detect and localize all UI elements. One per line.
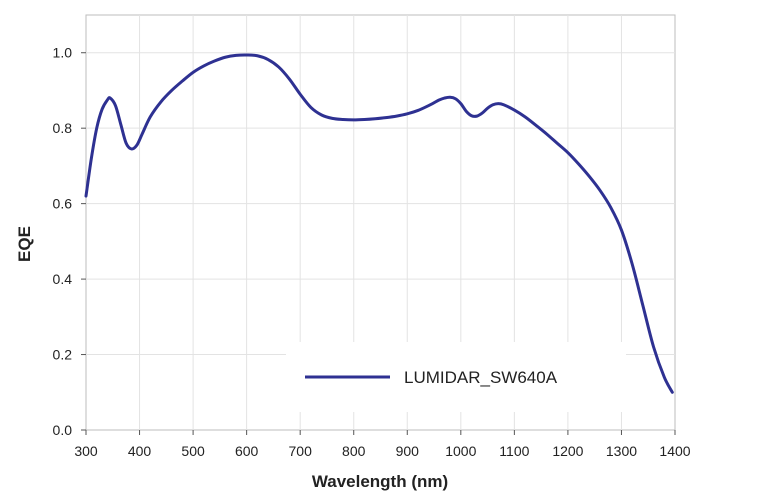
y-tick-label: 0.8 — [53, 120, 73, 136]
y-tick-label: 1.0 — [53, 45, 73, 61]
y-tick-label: 0.4 — [53, 271, 73, 287]
x-axis-label: Wavelength (nm) — [312, 472, 448, 491]
x-tick-label: 500 — [181, 443, 205, 459]
y-tick-label: 0.6 — [53, 196, 73, 212]
x-axis-ticks: 300 400 500 600 700 800 900 1000 1100 1200 1300 140… — [74, 430, 691, 459]
x-tick-label: 1400 — [659, 443, 690, 459]
x-tick-label: 300 — [74, 443, 98, 459]
y-tick-label: 0.2 — [53, 347, 73, 363]
x-tick-label: 900 — [396, 443, 420, 459]
x-tick-label: 1300 — [606, 443, 637, 459]
x-tick-label: 1000 — [445, 443, 476, 459]
x-tick-label: 1100 — [499, 443, 529, 459]
legend-label: LUMIDAR_SW640A — [404, 368, 558, 387]
y-axis-label: EQE — [15, 226, 34, 262]
series-group — [84, 53, 674, 394]
x-tick-label: 800 — [342, 443, 366, 459]
x-tick-label: 400 — [128, 443, 152, 459]
x-tick-label: 1200 — [552, 443, 583, 459]
x-tick-label: 700 — [289, 443, 313, 459]
series-line-lumidar-sw640a — [84, 53, 674, 394]
legend: LUMIDAR_SW640A — [286, 342, 626, 412]
y-tick-label: 0.0 — [53, 422, 73, 438]
x-tick-label: 600 — [235, 443, 259, 459]
y-axis-ticks: 0.0 0.2 0.4 0.6 0.8 1.0 — [53, 45, 86, 438]
